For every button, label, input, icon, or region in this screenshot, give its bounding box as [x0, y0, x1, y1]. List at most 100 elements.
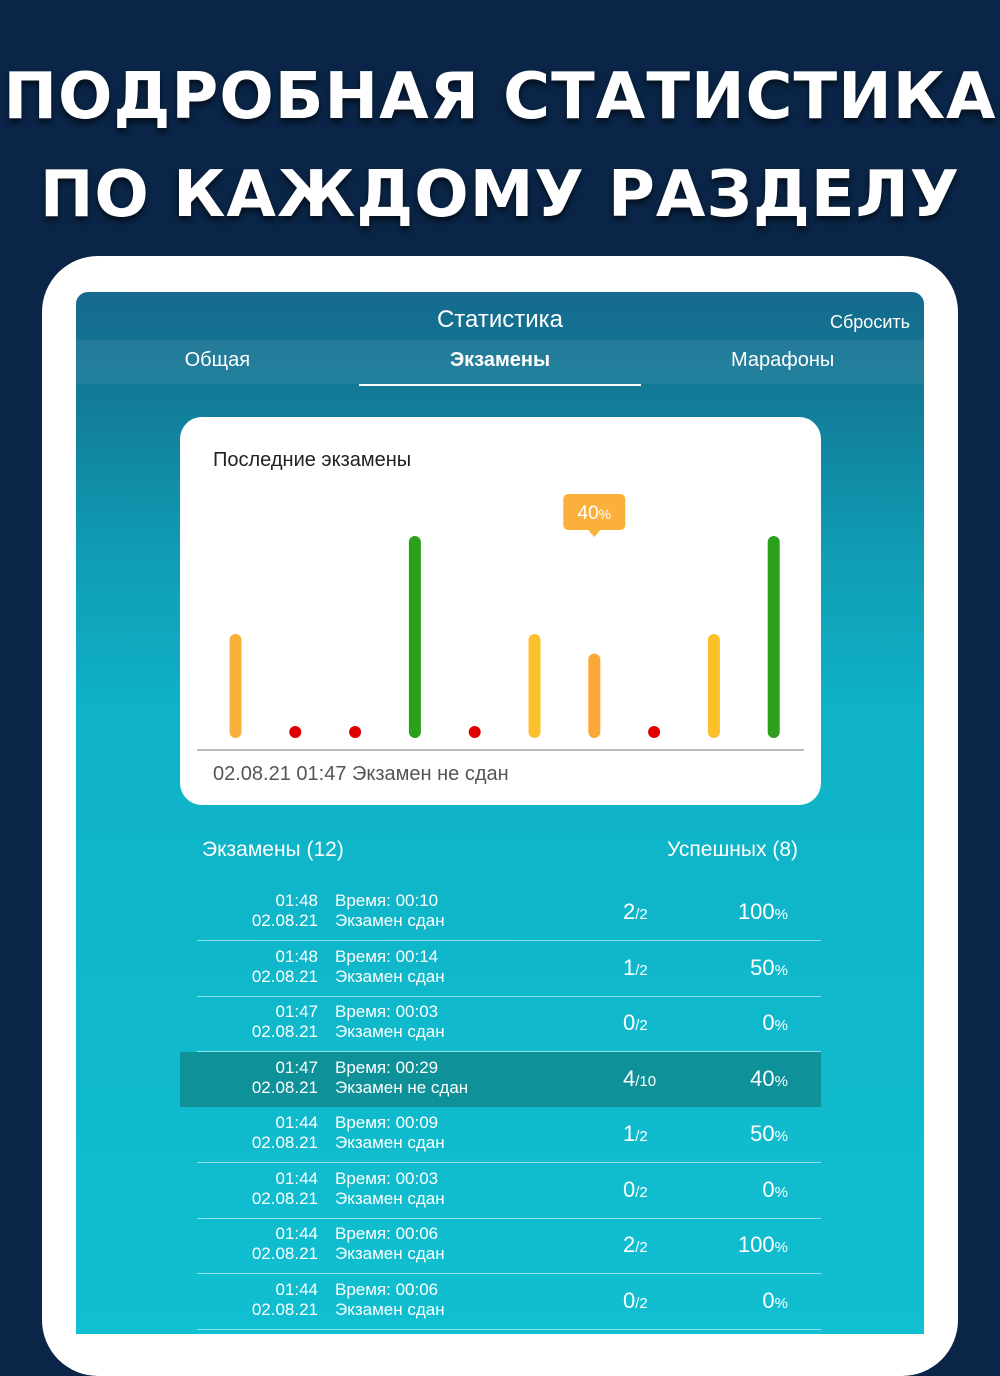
exam-score-value: 0	[623, 1287, 636, 1313]
exam-status: Экзамен сдан	[335, 1188, 445, 1208]
exam-date: 02.08.21	[251, 1022, 318, 1041]
exam-status: Экзамен сдан	[335, 1299, 445, 1319]
exam-percent: 100%	[738, 899, 788, 925]
exam-row-content: 01:44 02.08.21 Время: 00:06 Экзамен сдан 0/2…	[197, 1274, 821, 1329]
exam-percent-unit: %	[774, 1239, 788, 1256]
exam-percent: 0%	[762, 1288, 788, 1314]
exam-score: 0/2	[623, 1010, 648, 1036]
promo-headline: ПОДРОБНАЯ СТАТИСТИКА ПО КАЖДОМУ РАЗДЕЛУ	[0, 48, 1000, 244]
exam-duration: Время: 00:06	[335, 1224, 439, 1243]
exam-score: 1/2	[623, 1121, 648, 1147]
exam-status: Экзамен сдан	[335, 1244, 445, 1263]
chart-tooltip-pointer	[588, 530, 601, 537]
exam-row[interactable]: 01:44 02.08.21 Время: 00:06 Экзамен сдан 0/2…	[197, 1274, 821, 1330]
exam-status: Экзамен не сдан	[335, 1077, 469, 1097]
page-title: Статистика	[436, 306, 564, 333]
exam-score: 0/2	[623, 1177, 648, 1203]
exam-row[interactable]: 01:48 02.08.21 Время: 00:10 Экзамен сдан 2/2…	[197, 885, 821, 941]
tab-exams[interactable]: Экзамены	[358, 340, 642, 386]
exam-row-content: 01:47 02.08.21 Время: 00:03 Экзамен сдан 0/2…	[197, 996, 821, 1051]
exam-percent: 50%	[750, 955, 788, 981]
chart-selection-status: 02.08.21 01:47 Экзамен не сдан	[213, 763, 509, 785]
exam-time: 01:47	[275, 1002, 318, 1021]
exam-row-content: 01:44 02.08.21 Время: 00:09 Экзамен сдан 1/2…	[197, 1107, 821, 1162]
exam-duration: Время: 00:06	[335, 1279, 439, 1299]
exam-percent-value: 50	[750, 1121, 775, 1146]
exam-row[interactable]: 01:44 02.08.21 Время: 00:03 Экзамен сдан 0/2…	[197, 1163, 821, 1219]
exam-score-total: /2	[635, 961, 648, 979]
tab-marathons[interactable]: Марафоны	[731, 349, 835, 371]
exam-percent: 100%	[738, 1232, 788, 1258]
exam-score-total: /2	[635, 906, 648, 923]
exam-score-value: 2	[623, 899, 636, 924]
exam-score: 0/2	[623, 1288, 648, 1314]
exam-duration: Время: 00:09	[335, 1113, 439, 1132]
app-screen: Статистика Сбросить Общая Экзамены Мараф…	[76, 292, 924, 1334]
exam-percent: 0%	[762, 1177, 788, 1203]
exam-time: 01:47	[275, 1057, 318, 1077]
exam-score-value: 0	[623, 1010, 636, 1035]
exam-percent-unit: %	[774, 1128, 788, 1145]
exam-status: Экзамен сдан	[335, 1133, 445, 1152]
exam-score: 2/2	[623, 1232, 648, 1258]
chart-bar-zero[interactable]	[648, 726, 661, 738]
exams-count-label: Экзамены (12)	[202, 838, 344, 861]
exam-percent-unit: %	[774, 1017, 788, 1034]
success-count-label: Успешных (8)	[666, 838, 798, 861]
exam-score: 2/2	[623, 899, 648, 925]
recent-exams-chart[interactable]: 40%	[180, 417, 821, 805]
exam-percent-value: 100	[737, 899, 775, 924]
exam-date: 02.08.21	[251, 1188, 318, 1208]
exam-percent: 40%	[750, 1066, 788, 1092]
exam-time: 01:48	[275, 946, 318, 966]
exam-date: 02.08.21	[251, 911, 318, 930]
exam-duration: Время: 00:03	[335, 1002, 439, 1021]
exam-percent: 0%	[762, 1010, 788, 1036]
headline-line-2: ПО КАЖДОМУ РАЗДЕЛУ	[39, 158, 961, 232]
exam-duration: Время: 00:10	[335, 891, 439, 910]
exam-percent-unit: %	[774, 1183, 788, 1201]
chart-tooltip	[563, 494, 626, 530]
exam-row[interactable]: 01:47 02.08.21 Время: 00:29 Экзамен не сдан…	[180, 1051, 821, 1107]
exam-time: 01:44	[275, 1168, 318, 1188]
exam-score-value: 1	[623, 1121, 636, 1146]
exam-score: 4/10	[623, 1066, 656, 1092]
exam-score-value: 1	[623, 954, 636, 980]
exam-time: 01:44	[275, 1224, 318, 1243]
exam-percent-value: 100	[737, 1232, 775, 1257]
exam-time: 01:48	[275, 891, 318, 910]
tab-general[interactable]: Общая	[184, 349, 251, 371]
exam-row-content: 01:48 02.08.21 Время: 00:14 Экзамен сдан 1/2…	[197, 941, 821, 996]
exam-row[interactable]: 01:44 02.08.21 Время: 00:09 Экзамен сдан 1/2…	[197, 1107, 821, 1163]
chart-bar-zero[interactable]	[289, 726, 302, 738]
exam-percent-unit: %	[774, 961, 788, 979]
reset-button[interactable]: Сбросить	[829, 312, 910, 332]
exam-score-total: /10	[635, 1072, 657, 1090]
chart-bar-zero[interactable]	[349, 726, 362, 738]
exam-date: 02.08.21	[251, 1299, 318, 1319]
exam-date: 02.08.21	[251, 1077, 318, 1097]
exam-duration: Время: 00:03	[335, 1168, 439, 1188]
exam-percent: 50%	[750, 1121, 788, 1147]
exam-score-total: /2	[635, 1017, 648, 1034]
exam-percent-unit: %	[774, 906, 788, 923]
recent-exams-card: Последние экзамены 40% 02.08.21 01:47 Эк…	[180, 417, 821, 805]
exam-date: 02.08.21	[251, 1133, 318, 1152]
exam-row-content: 01:47 02.08.21 Время: 00:29 Экзамен не сдан…	[197, 1052, 821, 1107]
chart-title: Последние экзамены	[213, 449, 412, 471]
exam-row[interactable]: 01:47 02.08.21 Время: 00:03 Экзамен сдан 0/2…	[197, 996, 821, 1052]
chart-tooltip-label: 40%	[578, 503, 612, 524]
tab-bar: Общая Экзамены Марафоны	[76, 340, 924, 386]
exam-row[interactable]: 01:44 02.08.21 Время: 00:06 Экзамен сдан 2/2…	[197, 1218, 821, 1274]
exam-percent-value: 40	[750, 1065, 775, 1091]
exam-date: 02.08.21	[251, 1244, 318, 1263]
exam-score-value: 0	[623, 1176, 636, 1202]
exam-row[interactable]: 01:48 02.08.21 Время: 00:14 Экзамен сдан 1/2…	[197, 941, 821, 997]
exam-percent-value: 50	[750, 954, 775, 980]
chart-bar-zero[interactable]	[468, 726, 481, 738]
exam-status: Экзамен сдан	[335, 1022, 445, 1041]
exam-score-value: 2	[623, 1232, 636, 1257]
exam-status: Экзамен сдан	[335, 966, 445, 986]
exam-score: 1/2	[623, 955, 648, 981]
exam-percent-value: 0	[762, 1010, 775, 1035]
